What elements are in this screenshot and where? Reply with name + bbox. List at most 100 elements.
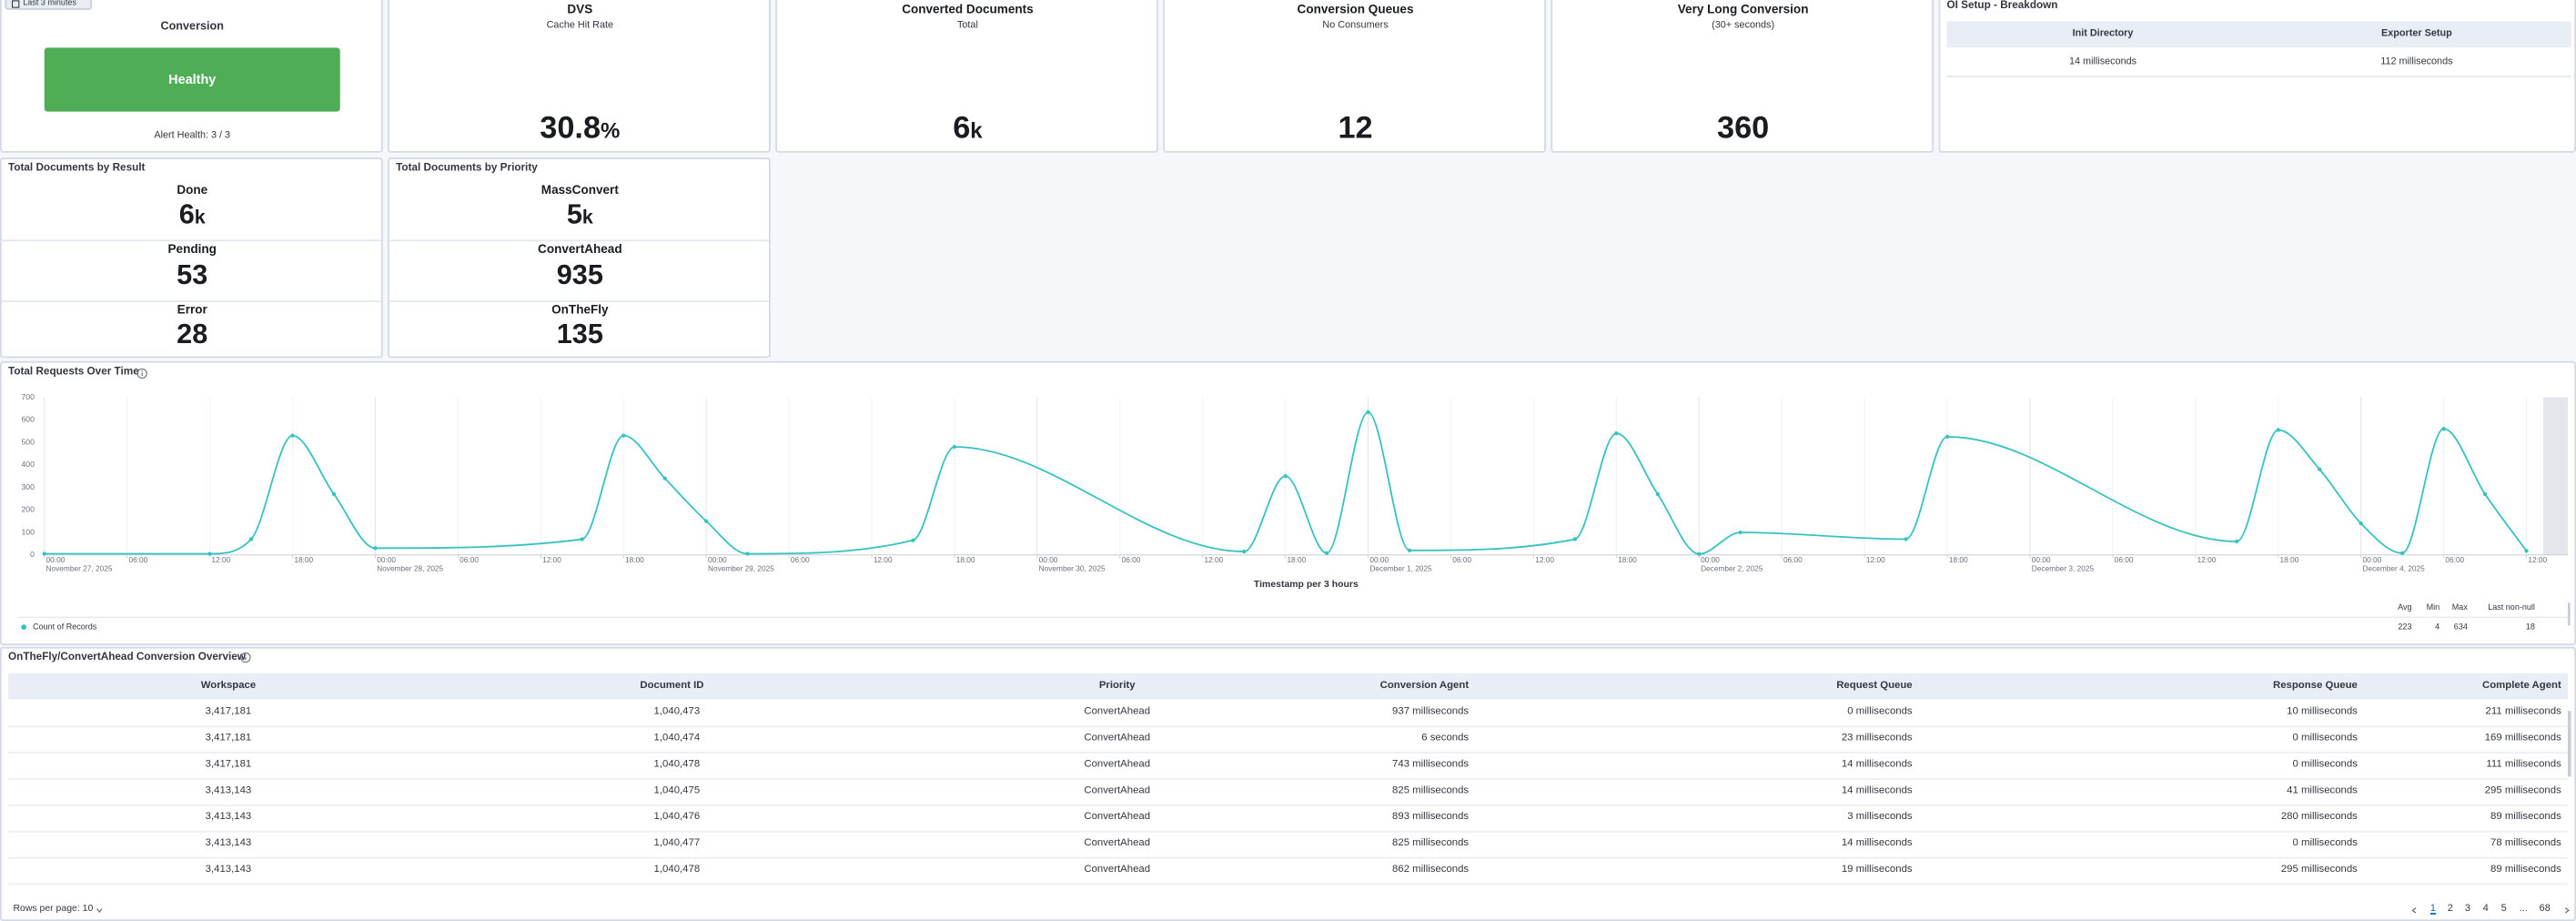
metric-number: 6 — [953, 111, 971, 146]
page-link[interactable]: 2 — [2447, 904, 2453, 915]
chart-title: Total Requests Over Time — [8, 367, 139, 379]
x-tick-date: December 3, 2025 — [2032, 563, 2095, 572]
scrollbar — [2567, 711, 2571, 777]
table-cell: 14 milliseconds — [1841, 784, 1913, 796]
x-tick-date: November 28, 2025 — [377, 563, 443, 572]
metric-value: 53 — [2, 256, 381, 295]
point — [2399, 551, 2405, 555]
point — [2441, 427, 2446, 431]
breakdown-panel: Total Documents by Result Done 6k Pending 53… — [0, 157, 383, 359]
point — [1904, 537, 1908, 541]
chart: 00:00 November 27, 2025 06:00 12:00 18:00 00:… — [17, 392, 2571, 632]
x-tick-date: December 4, 2025 — [2362, 563, 2425, 572]
metric-number: 935 — [556, 258, 603, 290]
metric-subtitle: Cache Hit Rate — [546, 21, 614, 31]
column-header: Document ID — [640, 679, 704, 691]
metric-number: 30.8 — [540, 111, 601, 146]
item-divider — [1, 299, 381, 302]
item-label: Error — [177, 301, 207, 317]
table-cell: ConvertAhead — [1084, 731, 1151, 744]
table-title: OnTheFly/ConvertAhead Conversion Overvie… — [8, 652, 246, 663]
metric-subtitle: (30+ seconds) — [1712, 21, 1775, 31]
table-cell: 3,417,181 — [205, 704, 252, 717]
page-link[interactable]: 5 — [2500, 904, 2507, 915]
table-cell: ConvertAhead — [1084, 757, 1151, 770]
x-tick-date: November 30, 2025 — [1039, 563, 1106, 572]
point — [207, 552, 212, 556]
table-cell: 41 milliseconds — [2287, 784, 2358, 796]
point — [373, 546, 378, 551]
x-tick-label: 18:00 — [294, 555, 313, 564]
info-circle — [136, 367, 147, 379]
panel-title: Conversion — [160, 21, 224, 34]
rows-per-page-toggle[interactable] — [96, 906, 104, 914]
x-tick-label: 06:00 — [2115, 555, 2134, 564]
x-tick-label: 00:00 — [2032, 555, 2051, 564]
table-cell: 0 milliseconds — [2292, 731, 2358, 744]
chevron — [2411, 906, 2417, 913]
calendar-icon — [11, 0, 20, 8]
page-link[interactable]: 4 — [2482, 904, 2489, 915]
health-status: Healthy — [44, 47, 340, 112]
item-label: OnTheFly — [551, 301, 609, 317]
point — [2524, 549, 2529, 553]
panel-title: OI Setup - Breakdown — [1946, 0, 2058, 13]
rows-per-page[interactable]: Rows per page: 10 — [13, 904, 94, 915]
icon — [136, 367, 147, 379]
point — [1572, 537, 1578, 541]
scrollbar — [2567, 602, 2571, 626]
x-tick-label: 06:00 — [460, 555, 479, 564]
column-header: Init Directory — [2072, 29, 2134, 39]
page-link[interactable]: ... — [2519, 904, 2528, 915]
metric-subtitle: No Consumers — [1322, 21, 1389, 31]
metric-panel: Converted Documents Total 6k — [775, 0, 1158, 153]
metric-value: 6k — [2, 196, 381, 235]
oi-setup-panel: OI Setup - Breakdown Init Directory Export… — [1938, 0, 2576, 153]
page-link[interactable]: 1 — [2430, 904, 2436, 915]
x-tick-label: 06:00 — [128, 555, 147, 564]
info-dot — [141, 369, 143, 371]
x-tick-date: December 1, 2025 — [1369, 563, 1432, 572]
previous-page[interactable] — [2410, 906, 2419, 914]
point — [1655, 491, 1660, 497]
legend-swatch — [21, 624, 27, 631]
metric-value: 28 — [2, 316, 381, 355]
x-tick-label: 18:00 — [1287, 555, 1306, 564]
x-tick-date: December 2, 2025 — [1701, 563, 1763, 572]
metric-title: Converted Documents — [902, 1, 1034, 16]
x-tick-date: November 27, 2025 — [46, 563, 113, 572]
table-cell: 14 milliseconds — [1841, 836, 1913, 848]
next-page[interactable] — [2562, 906, 2571, 914]
metric-title: Very Long Conversion — [1677, 1, 1809, 16]
table-cell: 743 milliseconds — [1392, 757, 1470, 770]
metric-panel: Conversion Queues No Consumers 12 — [1163, 0, 1546, 153]
page-link[interactable]: 68 — [2539, 904, 2551, 915]
table-cell: 3,417,181 — [205, 731, 252, 744]
metric-title: Conversion Queues — [1297, 1, 1414, 16]
metric-panel: Very Long Conversion (30+ seconds) 360 — [1551, 0, 1935, 153]
table-cell: 0 milliseconds — [2292, 757, 2358, 770]
row-divider — [8, 725, 2568, 728]
metric-value: 30.8% — [389, 108, 769, 151]
icon — [11, 0, 20, 8]
table-cell: 14 milliseconds — [1841, 757, 1913, 770]
chart-panel: Total Requests Over Time 00:00 November 27… — [0, 360, 2576, 645]
point — [621, 433, 626, 438]
table-cell: 295 milliseconds — [2280, 863, 2358, 875]
info-circle — [240, 652, 251, 663]
metric-title: DVS — [567, 1, 593, 16]
stat-header: Avg — [2398, 602, 2411, 612]
column-header: Response Queue — [2272, 679, 2358, 691]
y-tick-label: 500 — [21, 437, 35, 446]
conversion-panel: Conversion Healthy Alert Health: 3 / 3 — [0, 0, 383, 153]
metric-subtitle: Total — [956, 21, 978, 31]
x-tick-label: 00:00 — [1369, 555, 1389, 564]
time-filter[interactable]: Last 3 minutes — [5, 0, 93, 10]
y-tick-label: 200 — [21, 505, 35, 514]
x-tick-label: 18:00 — [1618, 555, 1637, 564]
x-tick-label: 12:00 — [211, 555, 230, 564]
table-cell: 825 milliseconds — [483, 889, 1469, 890]
page-link[interactable]: 3 — [2464, 904, 2470, 915]
